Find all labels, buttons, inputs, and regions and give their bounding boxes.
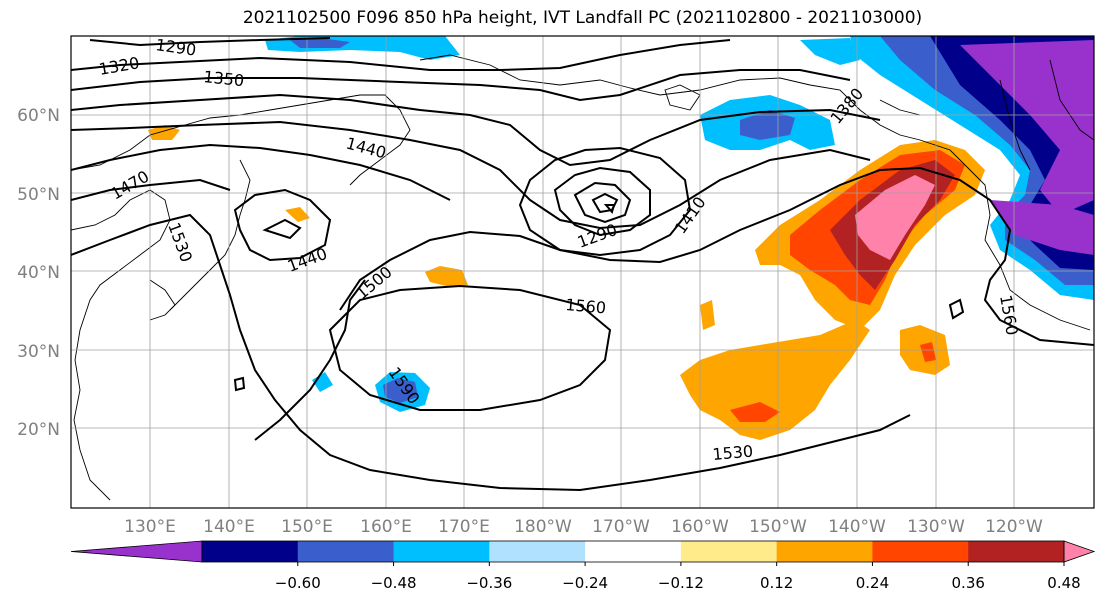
lon-label: 160°W	[671, 517, 729, 537]
colorbar-bin	[872, 541, 969, 562]
graticule	[71, 36, 1094, 508]
lon-label: 160°E	[360, 517, 412, 537]
latitude-labels: 60°N 50°N 40°N 30°N 20°N	[17, 106, 60, 440]
lon-label: 150°W	[749, 517, 807, 537]
colorbar-bin	[585, 541, 682, 562]
lat-label: 60°N	[17, 106, 60, 126]
longitude-labels: 130°E 140°E 150°E 160°E 170°E 180°W 170°W 160°W…	[124, 517, 1043, 537]
coastlines	[71, 54, 1094, 501]
lon-label: 180°W	[514, 517, 572, 537]
lon-label: 140°E	[203, 517, 255, 537]
height-contours	[71, 37, 1094, 492]
map-title: 2021102500 F096 850 hPa height, IVT Land…	[242, 8, 923, 28]
colorbar-bin	[489, 541, 586, 562]
colorbar-bin	[968, 541, 1065, 562]
colorbar-bin	[680, 541, 778, 562]
lon-label: 120°W	[985, 517, 1043, 537]
colorbar-tick-label: −0.24	[562, 574, 608, 592]
lon-label: 130°E	[124, 517, 176, 537]
colorbar-bin	[393, 541, 490, 562]
contour-label: 1350	[203, 67, 245, 90]
colorbar-tick-label: 0.24	[856, 574, 889, 592]
contour-label: 1530	[712, 442, 754, 464]
lon-label: 170°W	[592, 517, 650, 537]
colorbar-tick-label: 0.48	[1047, 574, 1080, 592]
colorbar-bin	[202, 541, 299, 562]
colorbar: −0.60 −0.48 −0.36 −0.24 −0.12 0.12 0.24 0.36 0.4…	[70, 540, 1096, 592]
contour-label: 1560	[565, 295, 607, 317]
colorbar-tick-label: −0.12	[658, 574, 704, 592]
colorbar-tick-label: −0.36	[466, 574, 512, 592]
map-border	[70, 35, 1095, 509]
colorbar-extend-high	[1063, 540, 1096, 563]
colorbar-bin	[297, 541, 395, 562]
lat-label: 50°N	[17, 185, 60, 205]
contour-label: 1290	[154, 35, 197, 59]
colorbar-tick-label: −0.60	[275, 574, 321, 592]
lon-label: 130°W	[907, 517, 965, 537]
lon-label: 170°E	[438, 517, 490, 537]
lat-label: 40°N	[17, 263, 60, 283]
colorbar-bin	[776, 541, 873, 562]
lon-label: 150°E	[281, 517, 333, 537]
colorbar-tick-label: 0.12	[760, 574, 793, 592]
lat-label: 20°N	[17, 420, 60, 440]
lat-label: 30°N	[17, 342, 60, 362]
colorbar-extend-low	[70, 540, 203, 563]
colorbar-tick-label: 0.36	[952, 574, 985, 592]
lon-label: 140°W	[828, 517, 886, 537]
colorbar-tick-label: −0.48	[371, 574, 417, 592]
